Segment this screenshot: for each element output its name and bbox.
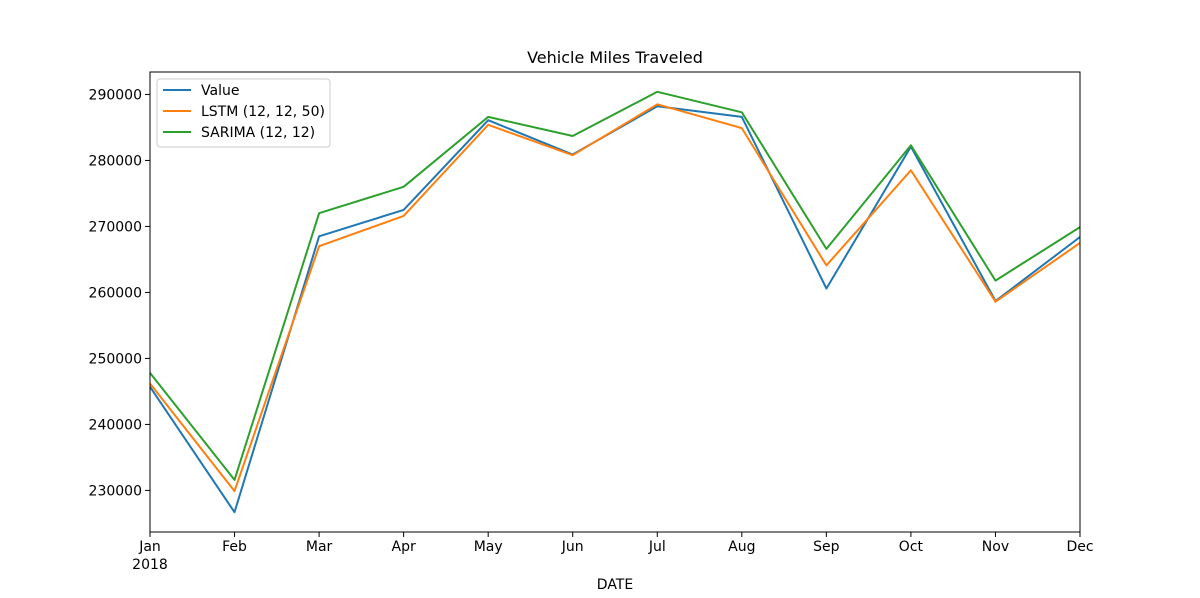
x-tick-label-sep: Sep xyxy=(813,539,840,555)
series-line-lstm-12-12-50 xyxy=(149,103,1081,493)
y-tick-label-290000: 290000 xyxy=(89,87,142,103)
x-tick-label-oct: Oct xyxy=(899,539,924,555)
legend-label-value: Value xyxy=(201,83,239,99)
x-tick-label-feb: Feb xyxy=(222,539,247,555)
x-tick-label-jan: Jan xyxy=(138,539,161,555)
y-tick-label-240000: 240000 xyxy=(89,417,142,433)
y-tick-label-250000: 250000 xyxy=(89,351,142,367)
x-tick-label-jun: Jun xyxy=(561,539,584,555)
legend-label-sarima-12-12: SARIMA (12, 12) xyxy=(201,125,315,141)
x-tick-label-mar: Mar xyxy=(306,539,333,555)
x-year-label: 2018 xyxy=(132,557,168,573)
x-tick-label-apr: Apr xyxy=(392,539,416,555)
x-tick-label-jul: Jul xyxy=(648,539,666,555)
x-tick-label-may: May xyxy=(474,539,503,555)
y-axis: 230000 240000 250000 260000 270000 280000 2900… xyxy=(89,87,150,499)
legend: Value LSTM (12, 12, 50) SARIMA (12, 12) xyxy=(156,78,331,148)
x-tick-label-aug: Aug xyxy=(728,539,755,555)
x-axis: Jan Feb Mar Apr May Jun Jul Aug Sep Oct Nov Dec xyxy=(138,532,1094,555)
legend-box xyxy=(156,78,331,148)
y-tick-label-270000: 270000 xyxy=(89,219,142,235)
y-tick-label-260000: 260000 xyxy=(89,285,142,301)
legend-label-lstm-12-12-50: LSTM (12, 12, 50) xyxy=(201,104,325,120)
x-axis-label: DATE xyxy=(597,577,633,593)
series-lines xyxy=(149,90,1081,514)
x-tick-label-dec: Dec xyxy=(1066,539,1093,555)
plot-frame xyxy=(149,71,1081,533)
series-line-sarima-12-12 xyxy=(149,90,1081,481)
y-tick-label-280000: 280000 xyxy=(89,153,142,169)
y-tick-label-230000: 230000 xyxy=(89,483,142,499)
x-tick-label-nov: Nov xyxy=(982,539,1009,555)
chart-title: Vehicle Miles Traveled xyxy=(527,48,703,67)
